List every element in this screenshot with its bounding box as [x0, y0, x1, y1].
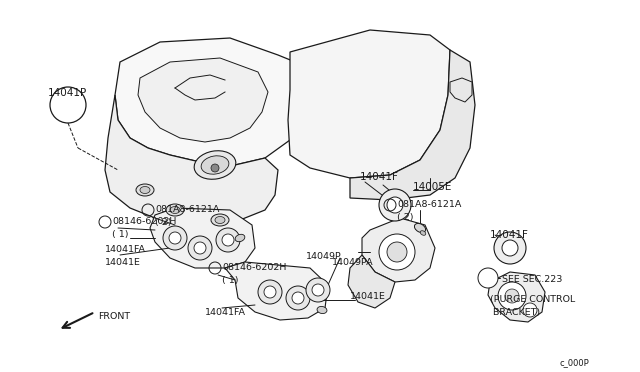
Text: BRACKET): BRACKET)	[490, 308, 540, 317]
Circle shape	[258, 280, 282, 304]
Text: 14041P: 14041P	[48, 88, 87, 98]
Circle shape	[505, 289, 519, 303]
Text: 14041FA: 14041FA	[205, 308, 246, 317]
Polygon shape	[488, 272, 545, 322]
Text: (PURGE CONTROL: (PURGE CONTROL	[490, 295, 575, 304]
Circle shape	[264, 286, 276, 298]
Circle shape	[169, 232, 181, 244]
Circle shape	[379, 234, 415, 270]
Ellipse shape	[415, 224, 426, 232]
Polygon shape	[138, 58, 268, 142]
Text: c_000P: c_000P	[560, 358, 589, 367]
Circle shape	[216, 228, 240, 252]
Text: ( 1): ( 1)	[112, 230, 129, 239]
Polygon shape	[450, 78, 472, 102]
Circle shape	[194, 242, 206, 254]
Ellipse shape	[201, 156, 229, 174]
Text: 14041F: 14041F	[360, 172, 399, 182]
Text: FRONT: FRONT	[98, 312, 130, 321]
Text: 14041E: 14041E	[105, 258, 141, 267]
Text: ( 2): ( 2)	[397, 213, 413, 222]
Polygon shape	[362, 218, 435, 282]
Ellipse shape	[317, 307, 327, 314]
Circle shape	[163, 226, 187, 250]
Text: 14041FA: 14041FA	[105, 245, 146, 254]
Text: 14005E: 14005E	[413, 182, 452, 192]
Polygon shape	[115, 38, 310, 165]
Ellipse shape	[136, 184, 154, 196]
Ellipse shape	[166, 204, 184, 216]
Text: 081A8-6121A: 081A8-6121A	[397, 200, 461, 209]
Text: 14041F: 14041F	[490, 230, 529, 240]
Circle shape	[292, 292, 304, 304]
Circle shape	[502, 240, 518, 256]
Polygon shape	[105, 95, 278, 225]
Circle shape	[478, 268, 498, 288]
Circle shape	[387, 242, 407, 262]
Ellipse shape	[211, 214, 229, 226]
Polygon shape	[225, 262, 328, 320]
Circle shape	[286, 286, 310, 310]
Circle shape	[379, 189, 411, 221]
Text: ( 2): ( 2)	[155, 218, 172, 227]
Text: 14049P: 14049P	[307, 252, 342, 261]
Ellipse shape	[420, 231, 426, 235]
Circle shape	[222, 234, 234, 246]
Polygon shape	[288, 30, 450, 178]
Text: 14041E: 14041E	[350, 292, 386, 301]
Ellipse shape	[215, 217, 225, 224]
Polygon shape	[348, 255, 395, 308]
Text: 08146-6202H: 08146-6202H	[112, 217, 177, 226]
Polygon shape	[150, 208, 255, 268]
Circle shape	[494, 232, 526, 264]
Text: 08146-6202H: 08146-6202H	[222, 263, 286, 272]
Circle shape	[312, 284, 324, 296]
Circle shape	[50, 87, 86, 123]
Polygon shape	[350, 50, 475, 200]
Text: SEE SEC.223: SEE SEC.223	[502, 275, 563, 284]
Ellipse shape	[194, 151, 236, 179]
Circle shape	[306, 278, 330, 302]
Circle shape	[498, 282, 526, 310]
Circle shape	[211, 164, 219, 172]
Circle shape	[523, 303, 537, 317]
Circle shape	[387, 197, 403, 213]
Text: ( 1): ( 1)	[222, 276, 239, 285]
Text: 14049PA: 14049PA	[332, 258, 374, 267]
Text: 081A8-6121A: 081A8-6121A	[155, 205, 220, 214]
Circle shape	[188, 236, 212, 260]
Ellipse shape	[235, 234, 245, 242]
Ellipse shape	[170, 206, 180, 214]
Ellipse shape	[140, 186, 150, 193]
